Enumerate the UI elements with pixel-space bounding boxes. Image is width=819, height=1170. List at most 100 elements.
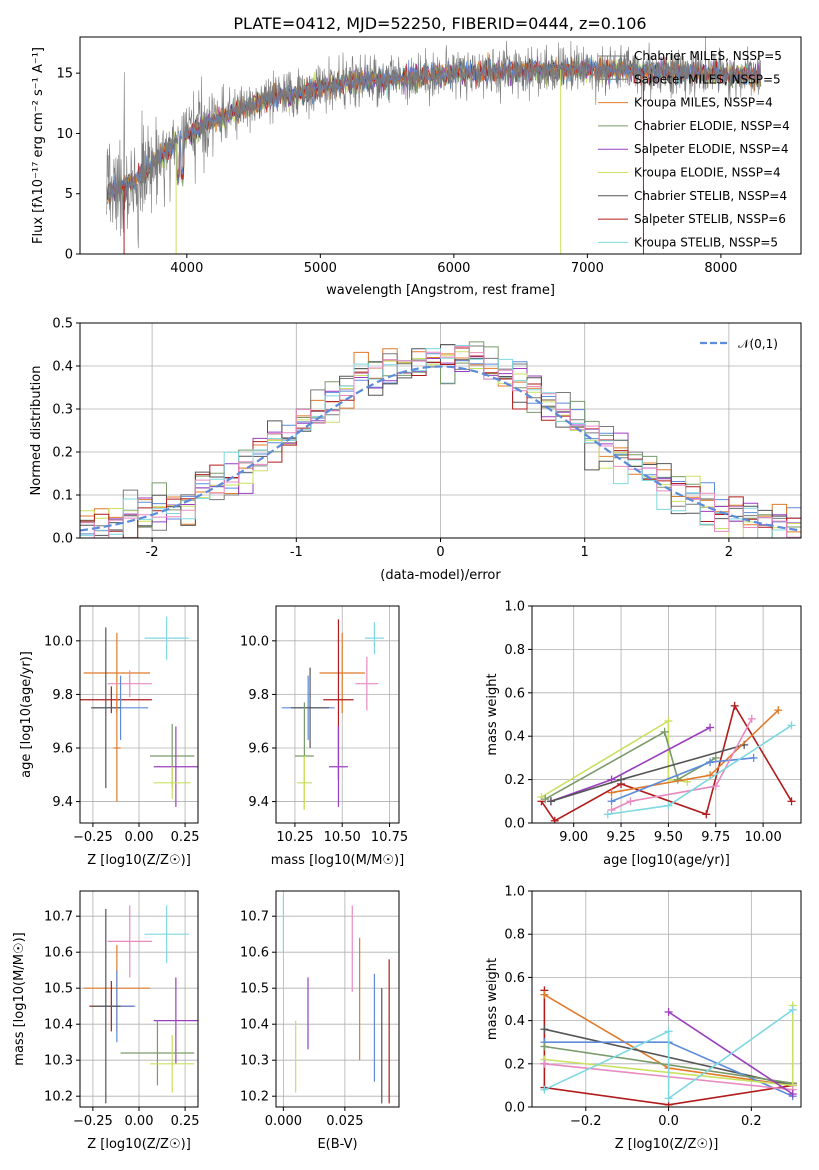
weight-marker: [617, 775, 626, 784]
legend-entry: 𝒩(0,1): [738, 337, 778, 351]
weight-lines: [540, 986, 797, 1107]
x-axis-label: age [log10(age/yr)]: [603, 853, 730, 868]
y-axis-label: mass weight: [485, 958, 500, 1040]
y-axis-label: mass [log10(M/M☉)]: [12, 932, 27, 1065]
x-tick-label: 10.25: [276, 830, 313, 845]
x-tick-label: 10.00: [745, 830, 782, 845]
weight-marker: [730, 701, 739, 710]
x-axis-label: Z [log10(Z/Z☉)]: [615, 1137, 719, 1152]
y-tick-label: 0.8: [504, 643, 525, 658]
error-bars: [282, 894, 390, 1104]
weight-marker: [607, 788, 616, 797]
age-vs-mass-panel: 10.25 10.50 10.75 9.4 9.6 9.8 10.0 mass [log10(…: [240, 605, 408, 868]
y-tick-label: 9.4: [52, 795, 73, 810]
y-tick-label: 0.6: [504, 686, 525, 701]
legend-entry: Chabrier STELIB, NSSP=4: [634, 189, 787, 203]
weight-marker: [788, 1005, 797, 1014]
x-tick-label: 1: [581, 545, 589, 560]
weight-series-line: [668, 1011, 794, 1095]
y-tick-label: 1.0: [504, 600, 525, 615]
x-tick-label: 0.025: [326, 1114, 363, 1129]
weight-marker: [711, 782, 720, 791]
y-tick-label: 10.6: [44, 946, 73, 961]
weight-marker: [664, 1007, 673, 1016]
x-tick-label: 10.50: [324, 830, 361, 845]
legend-entry: Salpeter ELODIE, NSSP=4: [634, 142, 789, 156]
weight-series-line: [540, 703, 793, 822]
y-tick-label: 0.4: [504, 1014, 525, 1029]
x-tick-label: 0.00: [125, 1114, 154, 1129]
x-tick-label: 9.25: [607, 830, 636, 845]
weight-series-line: [550, 726, 711, 803]
y-tick-label: 10.5: [240, 982, 269, 997]
x-tick-label: 0: [436, 545, 444, 560]
y-tick-label: 9.6: [52, 741, 73, 756]
x-tick-label: −0.25: [73, 1114, 113, 1129]
x-tick-label: 6000: [437, 261, 470, 276]
axes-frame: [79, 605, 199, 824]
error-bar-point: [120, 1020, 195, 1086]
error-bar-point: [291, 667, 329, 748]
legend-entry: Chabrier ELODIE, NSSP=4: [634, 119, 790, 133]
error-bar-point: [91, 909, 121, 1104]
y-tick-label: 10.4: [44, 1018, 73, 1033]
y-tick-label: 0.8: [504, 928, 525, 943]
axes-frame: [79, 322, 802, 539]
axes-frame: [79, 890, 199, 1108]
y-tick-label: 10.6: [240, 946, 269, 961]
weight-marker: [787, 797, 796, 806]
legend-entry: Chabrier MILES, NSSP=5: [634, 49, 782, 63]
weight-marker: [702, 810, 711, 819]
y-tick-label: 0.6: [504, 971, 525, 986]
y-tick-label: 0.5: [52, 317, 73, 332]
y-tick-label: 0.0: [504, 817, 525, 832]
y-tick-label: 10.7: [44, 910, 73, 925]
x-tick-label: 0.25: [171, 830, 200, 845]
data-spectrum-line: [106, 37, 762, 249]
weight-marker: [603, 810, 612, 819]
axes-frame: [79, 36, 802, 255]
residuals-panel: -2 -1 0 1 2 0.0 0.1 0.2 0.3 0.4 0.5 (data-model)/er…: [29, 317, 802, 583]
histogram-step: [80, 347, 801, 538]
y-tick-label: 10.0: [240, 634, 269, 649]
x-tick-label: 0.2: [741, 1114, 762, 1129]
weight-series-line: [611, 709, 779, 794]
x-tick-label: −0.2: [570, 1114, 602, 1129]
weight-marker: [546, 797, 555, 806]
weight-series-line: [544, 1009, 794, 1100]
weight-lines: [537, 701, 796, 823]
x-tick-label: 0.00: [125, 830, 154, 845]
error-bars: [281, 619, 384, 810]
weight-marker: [664, 1027, 673, 1036]
error-bar-point: [144, 905, 189, 963]
x-tick-label: 5000: [304, 261, 337, 276]
weight-marker: [747, 714, 756, 723]
axes-frame: [275, 605, 400, 824]
x-tick-label: -1: [290, 545, 303, 560]
weight-marker: [787, 721, 796, 730]
legend-entry: Salpeter STELIB, NSSP=6: [634, 212, 786, 226]
normal-curve: [80, 365, 801, 532]
y-tick-label: 0.4: [52, 360, 73, 375]
y-tick-label: 0: [65, 248, 73, 263]
y-tick-label: 9.4: [248, 795, 269, 810]
error-bar-point: [150, 1035, 195, 1093]
weight-marker: [540, 1059, 549, 1068]
y-tick-label: 0.3: [52, 403, 73, 418]
error-bar-point: [80, 686, 152, 714]
error-bar-point: [355, 656, 379, 711]
x-axis-label: (data-model)/error: [380, 568, 501, 583]
x-tick-label: 9.50: [654, 830, 683, 845]
weight-marker: [540, 1042, 549, 1051]
y-tick-label: 10.2: [44, 1090, 73, 1105]
weight-marker: [664, 717, 673, 726]
y-axis-label: Normed distribution: [29, 366, 44, 496]
error-bar-point: [296, 756, 312, 810]
error-bar-point: [153, 766, 191, 799]
y-tick-label: 10.2: [240, 1090, 269, 1105]
y-tick-label: 1.0: [504, 885, 525, 900]
x-axis-label: mass [log10(M/M☉)]: [271, 853, 404, 868]
axes-frame: [531, 605, 802, 824]
weight-marker: [664, 1094, 673, 1103]
error-bar-point: [113, 694, 121, 802]
